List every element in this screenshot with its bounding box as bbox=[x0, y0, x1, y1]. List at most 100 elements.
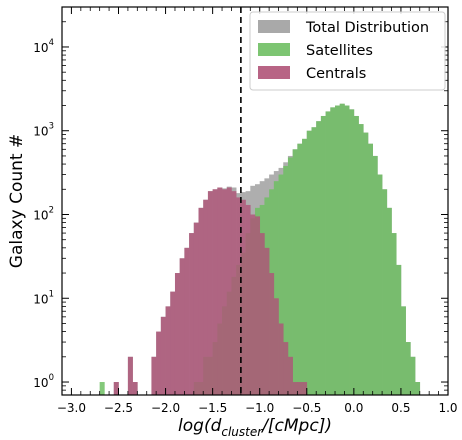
histogram-bar bbox=[170, 291, 176, 395]
histogram-bar bbox=[184, 247, 190, 395]
histogram-bar bbox=[250, 214, 256, 395]
histogram-bar bbox=[226, 187, 232, 395]
x-axis-title-subscript: cluster bbox=[221, 425, 263, 439]
histogram-bar bbox=[391, 233, 397, 395]
x-tick-label: −3.0 bbox=[57, 401, 86, 415]
histogram-bar bbox=[273, 298, 279, 395]
y-tick-exponent: 4 bbox=[49, 38, 54, 48]
legend-box bbox=[249, 11, 446, 91]
histogram-bar bbox=[273, 181, 279, 395]
histogram-bar bbox=[382, 189, 388, 395]
x-tick-label: −1.0 bbox=[245, 401, 274, 415]
histogram-bar bbox=[278, 323, 284, 395]
histogram-bar bbox=[179, 258, 185, 395]
histogram-bar bbox=[99, 382, 105, 395]
histogram-bar bbox=[193, 222, 199, 395]
histogram-bar bbox=[330, 107, 336, 395]
histogram-bar bbox=[259, 233, 265, 395]
legend-label: Centrals bbox=[306, 66, 366, 82]
histogram-bar bbox=[339, 103, 345, 396]
y-tick-base: 10 bbox=[33, 292, 48, 306]
x-tick-label: 1.0 bbox=[438, 401, 457, 415]
y-tick-label: 102 bbox=[33, 205, 54, 222]
histogram-bar bbox=[306, 130, 312, 396]
histogram-bar bbox=[405, 342, 411, 395]
histogram-bar bbox=[363, 132, 369, 395]
histogram-bar bbox=[335, 105, 341, 395]
histogram-bar bbox=[203, 199, 209, 395]
histogram-bar bbox=[287, 356, 293, 395]
histogram-bar bbox=[311, 127, 317, 395]
y-tick-label: 104 bbox=[33, 38, 54, 55]
x-axis-title-tail: /[cMpc]) bbox=[260, 416, 332, 436]
y-tick-exponent: 1 bbox=[49, 289, 54, 299]
y-tick-base: 10 bbox=[33, 125, 48, 139]
histogram-bar bbox=[302, 138, 308, 395]
histogram-bar bbox=[372, 155, 378, 395]
legend-label: Total Distribution bbox=[305, 20, 429, 36]
histogram-bar bbox=[217, 187, 223, 395]
y-tick-base: 10 bbox=[33, 376, 48, 390]
y-tick-base: 10 bbox=[33, 41, 48, 55]
y-axis-title: Galaxy Count # bbox=[7, 134, 27, 268]
histogram-bar bbox=[255, 216, 261, 395]
histogram-bar bbox=[264, 247, 270, 395]
histogram-bar bbox=[367, 143, 373, 395]
y-tick-label: 101 bbox=[33, 289, 54, 306]
histogram-bar bbox=[349, 109, 355, 395]
histogram-bar bbox=[160, 316, 166, 395]
x-tick-label: −1.5 bbox=[198, 401, 227, 415]
plot-frame bbox=[61, 6, 449, 396]
x-tick-label: 0.5 bbox=[391, 401, 410, 415]
histogram-bar bbox=[292, 149, 298, 395]
histogram-bars bbox=[99, 103, 421, 396]
histogram-bar bbox=[222, 189, 228, 395]
legend-label: Satellites bbox=[306, 43, 373, 59]
histogram-bar bbox=[240, 199, 246, 395]
histogram-bar bbox=[189, 233, 195, 395]
histogram-bar bbox=[297, 382, 303, 395]
histogram-bar bbox=[287, 157, 293, 395]
histogram-bar bbox=[415, 382, 421, 395]
series-centrals bbox=[113, 187, 308, 395]
y-tick-exponent: 2 bbox=[49, 205, 54, 215]
y-tick-base: 10 bbox=[33, 208, 48, 222]
histogram-bar bbox=[320, 115, 326, 395]
histogram-bar bbox=[377, 174, 383, 395]
histogram-bar bbox=[236, 197, 242, 395]
histogram-bar bbox=[325, 111, 331, 396]
histogram-bar bbox=[174, 273, 180, 395]
histogram-bar bbox=[212, 189, 218, 395]
histogram-bar bbox=[297, 143, 303, 395]
x-tick-label: −2.5 bbox=[104, 401, 133, 415]
histogram-bar bbox=[358, 124, 364, 395]
x-axis-title-main: log(d bbox=[178, 416, 222, 436]
histogram-bar bbox=[207, 191, 213, 395]
histogram-bar bbox=[127, 356, 133, 395]
histogram-bar bbox=[231, 191, 237, 395]
histogram-bar bbox=[165, 306, 171, 395]
axis-ticks: −3.0 −2.5 −2.0 −1.5 −1.0 −0.5 0.0 0.5 1.01001011… bbox=[33, 6, 458, 415]
histogram-bar bbox=[292, 382, 298, 395]
x-tick-label: −0.5 bbox=[292, 401, 321, 415]
x-tick-label: 0.0 bbox=[344, 401, 363, 415]
histogram-bar bbox=[198, 207, 204, 395]
y-tick-exponent: 3 bbox=[49, 122, 54, 132]
histogram-bar bbox=[132, 382, 138, 395]
y-tick-label: 103 bbox=[33, 122, 54, 139]
histogram-bar bbox=[278, 174, 284, 395]
x-axis-title: log(dcluster/[cMpc]) bbox=[178, 416, 332, 439]
histogram-bar bbox=[316, 121, 322, 395]
histogram-bar bbox=[344, 105, 350, 395]
histogram-bar bbox=[400, 306, 406, 395]
y-tick-exponent: 0 bbox=[49, 373, 54, 383]
y-tick-label: 100 bbox=[33, 373, 54, 390]
x-tick-label: −2.0 bbox=[151, 401, 180, 415]
histogram-bar bbox=[156, 331, 162, 395]
legend: Total Distribution Satellites Centrals bbox=[249, 11, 446, 91]
legend-swatch bbox=[258, 43, 290, 56]
histogram-bar bbox=[151, 356, 157, 395]
histogram-bar bbox=[245, 204, 251, 395]
legend-swatch bbox=[258, 66, 290, 79]
